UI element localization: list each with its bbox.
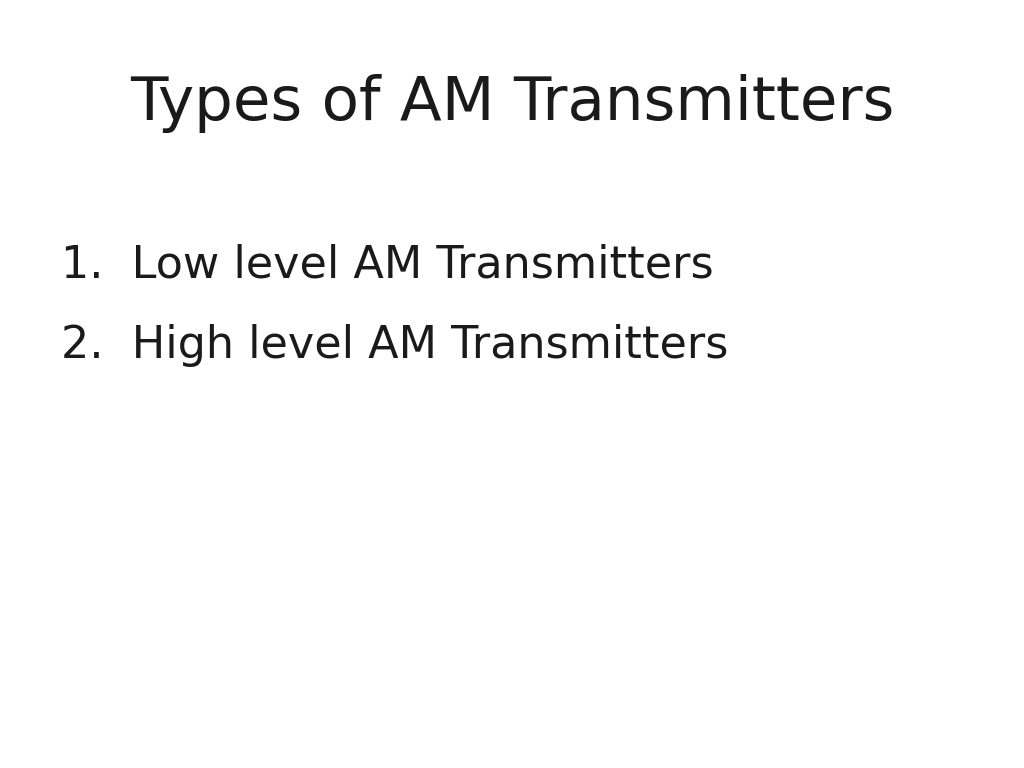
- Text: Types of AM Transmitters: Types of AM Transmitters: [130, 74, 894, 133]
- Text: 2.  High level AM Transmitters: 2. High level AM Transmitters: [61, 324, 729, 367]
- Text: 1.  Low level AM Transmitters: 1. Low level AM Transmitters: [61, 243, 714, 286]
